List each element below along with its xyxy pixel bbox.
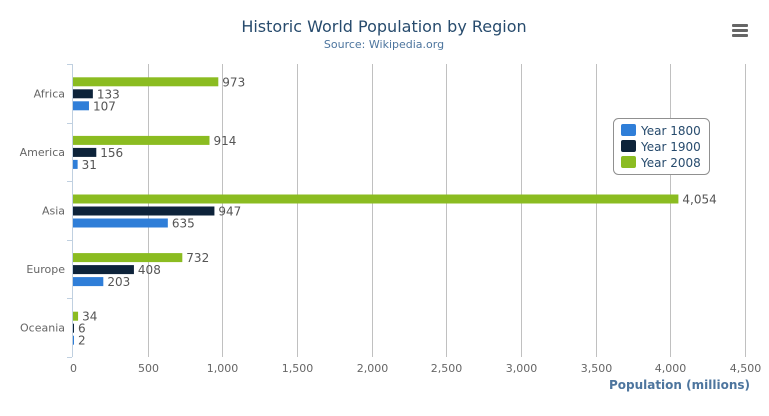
data-label: 2 bbox=[78, 334, 86, 348]
category-label: Africa bbox=[34, 87, 65, 100]
value-tick-label: 0 bbox=[70, 362, 77, 375]
legend-item[interactable]: Year 1800 bbox=[640, 124, 701, 138]
category-label: Asia bbox=[42, 205, 65, 218]
legend-swatch bbox=[621, 124, 636, 136]
category-label: Oceania bbox=[20, 322, 65, 335]
value-tick-label: 1,500 bbox=[282, 362, 314, 375]
value-axis-title: Population (millions) bbox=[609, 378, 750, 392]
data-label: 914 bbox=[213, 134, 236, 148]
bar bbox=[73, 89, 93, 99]
bar bbox=[73, 206, 215, 216]
data-label: 4,054 bbox=[682, 193, 716, 207]
bar bbox=[73, 265, 134, 275]
bar bbox=[73, 335, 74, 345]
chart-subtitle: Source: Wikipedia.org bbox=[324, 38, 444, 51]
legend-swatch bbox=[621, 140, 636, 152]
bar bbox=[73, 101, 89, 111]
bar bbox=[73, 77, 219, 87]
legend-item[interactable]: Year 2008 bbox=[640, 156, 701, 170]
data-label: 107 bbox=[93, 99, 116, 113]
chart-title: Historic World Population by Region bbox=[241, 17, 526, 36]
legend-item[interactable]: Year 1900 bbox=[640, 140, 701, 154]
value-tick-label: 4,000 bbox=[655, 362, 687, 375]
bar bbox=[73, 311, 79, 321]
bar bbox=[73, 277, 104, 287]
value-tick-label: 1,000 bbox=[207, 362, 239, 375]
category-label: America bbox=[20, 146, 65, 159]
legend-box bbox=[613, 118, 710, 175]
value-tick-label: 2,000 bbox=[357, 362, 389, 375]
value-tick-label: 4,500 bbox=[730, 362, 762, 375]
data-label: 947 bbox=[218, 205, 241, 219]
data-label: 6 bbox=[78, 322, 86, 336]
legend: Year 1800 Year 1900 Year 2008 bbox=[613, 118, 710, 175]
data-label: 156 bbox=[100, 146, 123, 160]
data-label: 34 bbox=[82, 310, 97, 324]
bar bbox=[73, 159, 78, 169]
data-label: 203 bbox=[107, 275, 130, 289]
data-label: 973 bbox=[222, 75, 245, 89]
hamburger-menu-icon[interactable] bbox=[732, 24, 748, 37]
bar bbox=[73, 218, 168, 228]
value-tick-label: 3,500 bbox=[581, 362, 613, 375]
legend-swatch bbox=[621, 156, 636, 168]
value-tick-label: 3,000 bbox=[506, 362, 538, 375]
bar bbox=[73, 147, 97, 157]
bar bbox=[73, 135, 210, 145]
data-label: 732 bbox=[186, 251, 209, 265]
data-label: 635 bbox=[172, 217, 195, 231]
bar bbox=[73, 253, 183, 263]
data-label: 31 bbox=[82, 158, 97, 172]
value-tick-label: 500 bbox=[138, 362, 159, 375]
bar bbox=[73, 194, 679, 204]
bar bbox=[73, 323, 74, 333]
data-label: 408 bbox=[138, 263, 161, 277]
value-tick-label: 2,500 bbox=[431, 362, 463, 375]
category-label: Europe bbox=[26, 263, 65, 276]
data-label: 133 bbox=[97, 87, 120, 101]
